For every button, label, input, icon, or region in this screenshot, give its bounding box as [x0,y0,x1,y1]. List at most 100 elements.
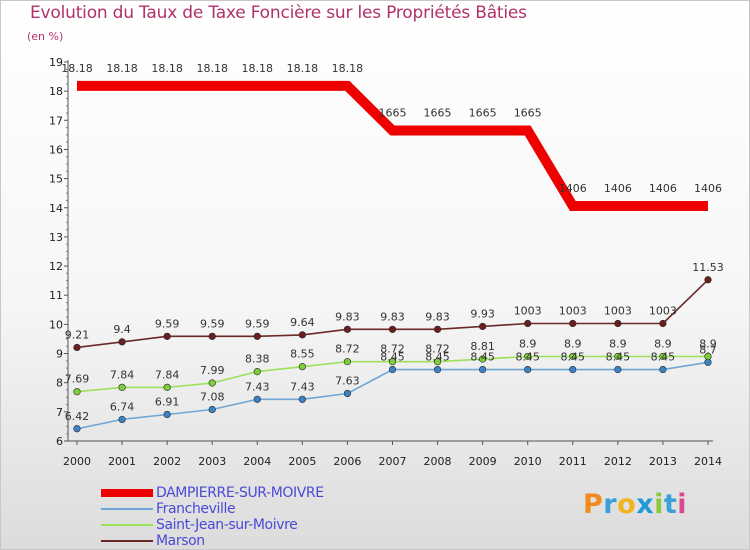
data-label: 8.45 [651,351,676,364]
x-tick-label: 2000 [63,455,91,468]
legend: DAMPIERRE-SUR-MOIVRE Francheville Saint-Je… [101,485,381,549]
data-point [253,332,261,340]
logo-letter: r [603,489,618,520]
data-label: 18.18 [242,62,274,75]
logo-letter: o [617,489,637,520]
data-label: 18.18 [61,62,93,75]
legend-swatch [101,508,153,510]
data-point [614,365,622,374]
y-tick-label: 7 [56,406,63,419]
data-label: 1665 [378,107,406,120]
data-point [163,332,171,340]
y-tick-label: 18 [49,85,63,98]
data-label: 9.59 [200,317,225,330]
y-tick-label: 11 [49,289,63,302]
data-point [208,405,216,414]
legend-label: DAMPIERRE-SUR-MOIVRE [156,485,324,501]
data-label: 9.4 [113,323,131,336]
x-tick-label: 2001 [108,455,136,468]
data-label: 9.21 [65,328,90,341]
data-label: 8.72 [425,343,450,356]
data-point [298,331,306,339]
data-point [208,332,216,340]
data-point [118,383,126,391]
data-point [524,352,532,361]
data-label: 1003 [649,305,677,318]
data-label: 9.83 [380,310,405,323]
data-label: 7.08 [200,391,225,404]
data-point [388,365,397,374]
data-point [343,325,352,333]
data-label: 8.45 [425,351,450,364]
data-label: 9.93 [470,307,495,320]
data-label: 9.59 [245,317,270,330]
data-label: 18.18 [332,62,364,75]
data-label: 18.18 [106,62,138,75]
y-tick-label: 6 [56,435,63,448]
series-francheville [73,358,712,433]
data-point [343,389,352,398]
data-label: 8.9 [519,337,537,350]
legend-label: Francheville [156,501,236,517]
data-label: 1003 [514,305,542,318]
data-point [388,325,397,333]
x-tick-label: 2006 [333,455,361,468]
data-label: 8.45 [470,351,495,364]
data-point [298,363,306,371]
data-point [253,368,261,376]
data-point [433,325,442,333]
data-label: 1665 [514,107,542,120]
data-point [524,365,532,374]
legend-item: Francheville [101,501,381,517]
data-label: 1003 [559,305,587,318]
x-tick-label: 2005 [288,455,316,468]
data-label: 7.43 [245,380,270,393]
data-label: 8.72 [380,343,405,356]
data-point [614,352,622,361]
data-label: 8.45 [380,351,405,364]
data-label: 8.72 [335,343,360,356]
data-point [659,319,667,328]
data-point [73,343,81,352]
data-label: 8.7 [699,343,717,356]
data-label: 8.9 [564,337,582,350]
x-tick-label: 2008 [424,455,452,468]
data-point [479,355,487,363]
data-label: 8.9 [654,337,672,350]
data-point [388,358,397,366]
data-label: 7.43 [290,380,315,393]
data-label: 8.45 [515,351,540,364]
data-point [433,358,442,366]
series-saint-jean-sur-moivre [73,352,712,396]
data-label: 1665 [469,107,497,120]
data-point [118,338,126,346]
logo-letter: i [654,489,664,520]
x-tick-label: 2012 [604,455,632,468]
data-point [569,352,577,361]
data-label: 9.59 [155,317,180,330]
logo-letter: x [636,489,655,520]
proxiti-logo: Proxiti [583,489,687,520]
data-point [524,319,532,328]
data-label: 7.99 [200,364,225,377]
data-label: 18.18 [287,62,319,75]
data-label: 8.81 [470,340,495,353]
legend-swatch [101,489,153,497]
data-label: 7.84 [110,368,135,381]
legend-item: Saint-Jean-sur-Moivre [101,517,381,533]
data-label: 8.38 [245,353,270,366]
series-marson [73,276,712,352]
data-point [433,365,442,374]
y-tick-label: 14 [49,202,63,215]
data-label: 1003 [604,305,632,318]
data-point [659,365,667,374]
data-point [208,379,216,387]
series-dampierre-sur-moivre [77,80,708,211]
data-label: 7.84 [155,368,180,381]
legend-label: Marson [156,533,205,549]
data-point [569,319,577,328]
data-label: 9.83 [425,310,450,323]
data-label: 18.18 [151,62,183,75]
